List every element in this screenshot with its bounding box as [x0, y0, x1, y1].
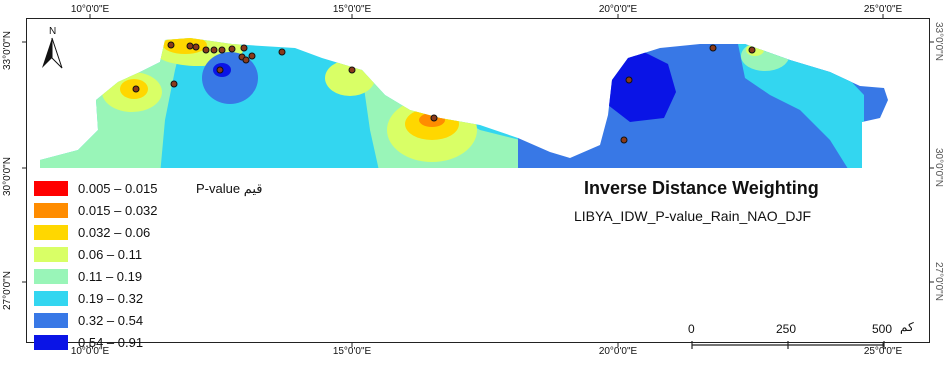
legend-swatch [34, 247, 68, 262]
legend-label: 0.19 – 0.32 [78, 291, 144, 306]
top-tick-label: 15°0'0"E [332, 4, 372, 15]
legend-label: 0.11 – 0.19 [78, 269, 143, 284]
legend-swatch [34, 181, 68, 196]
legend-swatch [34, 269, 68, 284]
legend-item: 0.32 – 0.54 [32, 312, 212, 330]
right-tick-label: 33°0'0"N [933, 22, 944, 61]
north-label: N [49, 26, 57, 37]
top-tick-label: 25°0'0"E [863, 4, 903, 15]
legend-item: 0.11 – 0.19 [32, 268, 212, 286]
top-tick-label: 20°0'0"E [598, 4, 638, 15]
legend-item: 0.06 – 0.11 [32, 246, 212, 264]
legend-swatch [34, 313, 68, 328]
map-subtitle: LIBYA_IDW_P-value_Rain_NAO_DJF [574, 208, 812, 224]
legend-item: 0.005 – 0.015 [32, 180, 212, 198]
left-tick-label: 33°0'0"N [2, 31, 13, 70]
legend-swatch [34, 203, 68, 218]
legend-item: 0.54 – 0.91 [32, 334, 212, 352]
right-tick-label: 27°0'0"N [933, 262, 944, 301]
scale-bar [691, 341, 885, 349]
east-idw-surface [518, 44, 888, 168]
legend-item: 0.015 – 0.032 [32, 202, 212, 220]
bottom-tick-label: 10°0'0"E [70, 346, 110, 357]
legend-label: 0.54 – 0.91 [78, 335, 144, 350]
legend-item: 0.19 – 0.32 [32, 290, 212, 308]
top-tick-label: 10°0'0"E [70, 4, 110, 15]
bottom-tick-label: 20°0'0"E [598, 346, 638, 357]
legend-swatch [34, 335, 68, 350]
legend-swatch [34, 291, 68, 306]
scale-label-500: 500 [872, 322, 893, 336]
north-arrow-icon [42, 37, 63, 69]
legend-swatch [34, 225, 68, 240]
scale-unit: كم [900, 320, 914, 334]
axis-ticks [22, 14, 934, 347]
scale-label-0: 0 [688, 322, 695, 336]
legend-label: 0.015 – 0.032 [78, 203, 158, 218]
station-points [132, 41, 756, 144]
bottom-tick-label: 25°0'0"E [863, 346, 903, 357]
bottom-tick-label: 15°0'0"E [332, 346, 372, 357]
legend-label: 0.005 – 0.015 [78, 181, 158, 196]
map-title: Inverse Distance Weighting [584, 178, 819, 198]
right-tick-label: 30°0'0"N [933, 148, 944, 187]
legend-title: P-value قيم [196, 181, 263, 196]
legend-label: 0.06 – 0.11 [78, 247, 143, 262]
scale-label-250: 250 [776, 322, 797, 336]
left-tick-label: 27°0'0"N [2, 271, 13, 310]
legend-item: 0.032 – 0.06 [32, 224, 212, 242]
left-tick-label: 30°0'0"N [2, 157, 13, 196]
legend-label: 0.032 – 0.06 [78, 225, 151, 240]
legend-label: 0.32 – 0.54 [78, 313, 144, 328]
